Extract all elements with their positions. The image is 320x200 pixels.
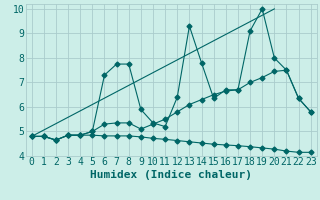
X-axis label: Humidex (Indice chaleur): Humidex (Indice chaleur): [90, 170, 252, 180]
